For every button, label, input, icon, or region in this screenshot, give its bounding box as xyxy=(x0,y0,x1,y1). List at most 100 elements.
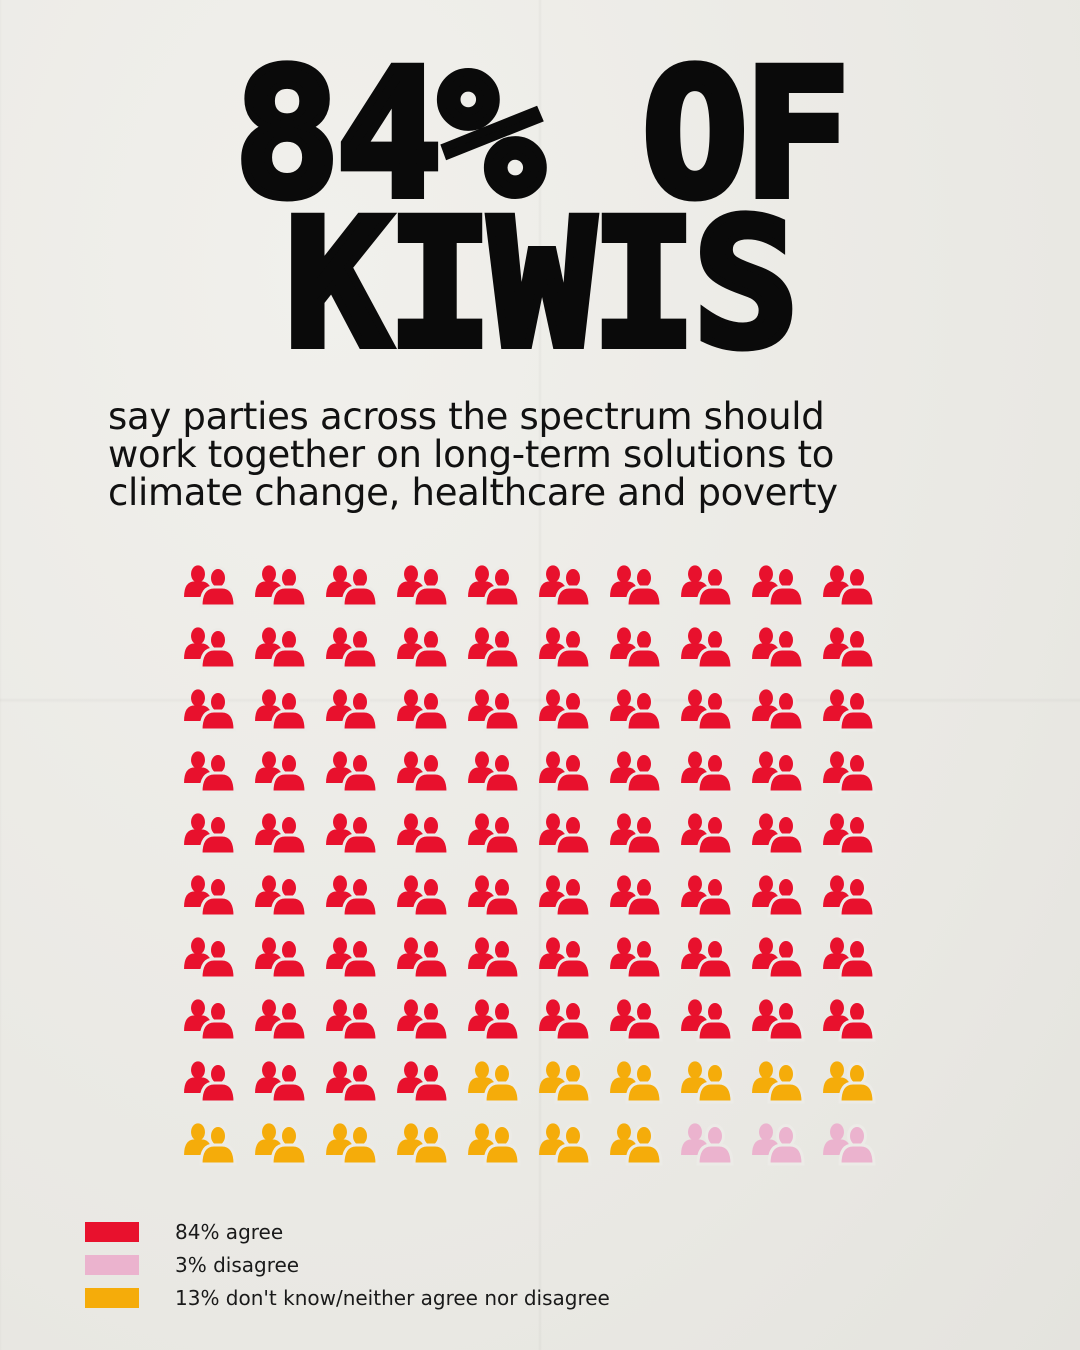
legend-swatch-agree xyxy=(85,1222,139,1242)
waffle-cell-people-icon xyxy=(823,937,876,980)
waffle-cell-people-icon xyxy=(752,937,805,980)
waffle-cell-people-icon xyxy=(610,813,663,856)
waffle-cell-people-icon xyxy=(823,1123,876,1166)
waffle-cell-people-icon xyxy=(610,937,663,980)
waffle-cell-people-icon xyxy=(823,689,876,732)
waffle-cell-people-icon xyxy=(681,1123,734,1166)
waffle-cell-people-icon xyxy=(539,627,592,670)
waffle-cell-people-icon xyxy=(326,1061,379,1104)
waffle-cell-people-icon xyxy=(468,627,521,670)
waffle-cell-people-icon xyxy=(823,565,876,608)
subtitle-line-1: say parties across the spectrum should xyxy=(108,395,825,438)
waffle-cell-people-icon xyxy=(823,813,876,856)
waffle-cell-people-icon xyxy=(468,937,521,980)
waffle-cell-people-icon xyxy=(539,937,592,980)
waffle-cell-people-icon xyxy=(255,689,308,732)
waffle-cell-people-icon xyxy=(681,937,734,980)
waffle-cell-people-icon xyxy=(539,813,592,856)
waffle-cell-people-icon xyxy=(823,627,876,670)
waffle-cell-people-icon xyxy=(610,1061,663,1104)
waffle-cell-people-icon xyxy=(326,1123,379,1166)
waffle-cell-people-icon xyxy=(397,875,450,918)
waffle-cell-people-icon xyxy=(610,1123,663,1166)
waffle-cell-people-icon xyxy=(539,751,592,794)
waffle-cell-people-icon xyxy=(681,689,734,732)
waffle-cell-people-icon xyxy=(184,689,237,732)
legend-label-disagree: 3% disagree xyxy=(175,1253,300,1277)
waffle-cell-people-icon xyxy=(752,1061,805,1104)
waffle-cell-people-icon xyxy=(397,689,450,732)
waffle-cell-people-icon xyxy=(681,627,734,670)
waffle-cell-people-icon xyxy=(752,999,805,1042)
waffle-cell-people-icon xyxy=(326,689,379,732)
waffle-cell-people-icon xyxy=(468,1061,521,1104)
waffle-cell-people-icon xyxy=(468,689,521,732)
waffle-cell-people-icon xyxy=(752,627,805,670)
waffle-cell-people-icon xyxy=(468,751,521,794)
waffle-cell-people-icon xyxy=(610,751,663,794)
legend-swatch-dont-know xyxy=(85,1288,139,1308)
waffle-cell-people-icon xyxy=(255,875,308,918)
waffle-cell-people-icon xyxy=(610,999,663,1042)
waffle-cell-people-icon xyxy=(539,1061,592,1104)
headline: 84% OF KIWIS xyxy=(0,32,1080,387)
waffle-cell-people-icon xyxy=(255,627,308,670)
waffle-cell-people-icon xyxy=(823,875,876,918)
waffle-cell-people-icon xyxy=(184,937,237,980)
waffle-cell-people-icon xyxy=(184,565,237,608)
waffle-cell-people-icon xyxy=(326,751,379,794)
waffle-cell-people-icon xyxy=(255,565,308,608)
waffle-cell-people-icon xyxy=(752,565,805,608)
subtitle: say parties across the spectrum should w… xyxy=(108,398,988,512)
waffle-cell-people-icon xyxy=(397,999,450,1042)
legend-label-dont-know: 13% don't know/neither agree nor disagre… xyxy=(175,1286,610,1310)
waffle-cell-people-icon xyxy=(397,813,450,856)
waffle-cell-people-icon xyxy=(184,1061,237,1104)
waffle-cell-people-icon xyxy=(255,751,308,794)
subtitle-line-3: climate change, healthcare and poverty xyxy=(108,471,838,514)
waffle-cell-people-icon xyxy=(184,875,237,918)
waffle-cell-people-icon xyxy=(823,751,876,794)
waffle-cell-people-icon xyxy=(681,813,734,856)
waffle-cell-people-icon xyxy=(468,1123,521,1166)
waffle-cell-people-icon xyxy=(255,1061,308,1104)
waffle-cell-people-icon xyxy=(752,689,805,732)
waffle-cell-people-icon xyxy=(539,999,592,1042)
waffle-cell-people-icon xyxy=(610,565,663,608)
headline-line-1: 84% OF xyxy=(230,32,854,237)
waffle-cell-people-icon xyxy=(752,875,805,918)
waffle-cell-people-icon xyxy=(255,999,308,1042)
waffle-cell-people-icon xyxy=(397,565,450,608)
waffle-cell-people-icon xyxy=(326,813,379,856)
waffle-cell-people-icon xyxy=(539,875,592,918)
waffle-cell-people-icon xyxy=(184,999,237,1042)
waffle-cell-people-icon xyxy=(823,1061,876,1104)
waffle-cell-people-icon xyxy=(681,1061,734,1104)
legend-item-disagree: 3% disagree xyxy=(85,1251,785,1285)
waffle-cell-people-icon xyxy=(255,1123,308,1166)
waffle-cell-people-icon xyxy=(184,627,237,670)
waffle-cell-people-icon xyxy=(539,689,592,732)
legend-swatch-disagree xyxy=(85,1255,139,1275)
waffle-cell-people-icon xyxy=(326,565,379,608)
waffle-cell-people-icon xyxy=(539,1123,592,1166)
waffle-cell-people-icon xyxy=(468,565,521,608)
waffle-cell-people-icon xyxy=(326,937,379,980)
waffle-cell-people-icon xyxy=(184,1123,237,1166)
waffle-cell-people-icon xyxy=(184,751,237,794)
subtitle-line-2: work together on long-term solutions to xyxy=(108,433,835,476)
waffle-cell-people-icon xyxy=(681,751,734,794)
headline-line-2: KIWIS xyxy=(281,182,803,387)
waffle-cell-people-icon xyxy=(752,751,805,794)
waffle-cell-people-icon xyxy=(681,875,734,918)
legend-label-agree: 84% agree xyxy=(175,1220,284,1244)
waffle-cell-people-icon xyxy=(326,875,379,918)
waffle-cell-people-icon xyxy=(326,999,379,1042)
waffle-cell-people-icon xyxy=(468,875,521,918)
waffle-cell-people-icon xyxy=(681,999,734,1042)
waffle-cell-people-icon xyxy=(681,565,734,608)
legend-item-agree: 84% agree xyxy=(85,1218,785,1252)
waffle-cell-people-icon xyxy=(468,813,521,856)
waffle-cell-people-icon xyxy=(397,937,450,980)
